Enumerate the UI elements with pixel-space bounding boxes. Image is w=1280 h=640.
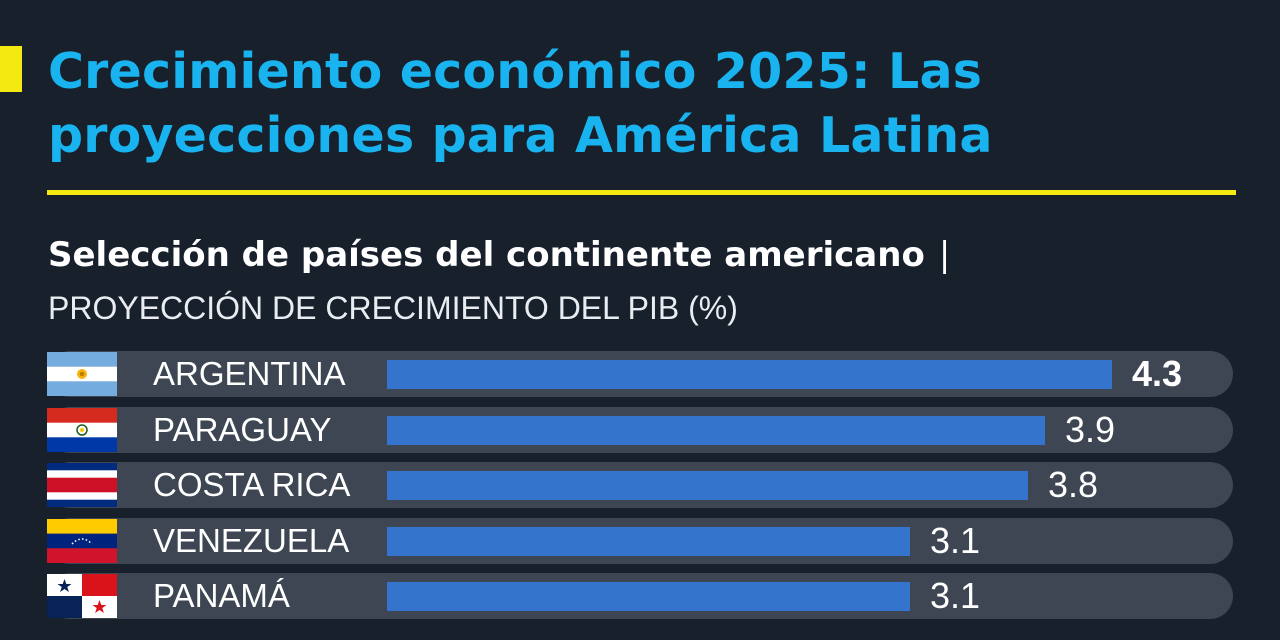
bar-row: VENEZUELA 3.1 [47, 517, 1233, 564]
country-label: VENEZUELA [153, 521, 350, 559]
country-label: PANAMÁ [153, 577, 290, 614]
unit-label: PROYECCIÓN DE CRECIMIENTO DEL PIB (%) [48, 290, 738, 326]
venezuela-flag-icon [47, 518, 117, 563]
chart-title: Crecimiento económico 2025: Las proyecci… [48, 43, 993, 164]
bar-row: COSTA RICA 3.8 [47, 462, 1233, 508]
argentina-flag-icon [47, 352, 117, 396]
value-label: 3.1 [930, 519, 981, 561]
country-label: PARAGUAY [153, 410, 332, 448]
subtitle-separator: | [938, 235, 951, 275]
chart-subtitle: Selección de países del continente ameri… [48, 230, 950, 280]
country-label: COSTA RICA [153, 466, 351, 503]
panama-flag-icon [47, 574, 117, 618]
bar [387, 471, 1028, 500]
bar [387, 360, 1112, 389]
bar [387, 582, 910, 611]
title-divider [47, 190, 1236, 195]
paraguay-flag-icon [47, 407, 117, 452]
costa-rica-flag-icon [47, 463, 117, 507]
country-label: ARGENTINA [153, 355, 346, 392]
value-label: 3.1 [930, 575, 981, 616]
value-label: 4.3 [1132, 353, 1183, 394]
bar-row: ARGENTINA 4.3 [47, 351, 1233, 397]
accent-mark [0, 46, 22, 92]
value-label: 3.8 [1048, 464, 1099, 505]
subtitle-text: Selección de países del continente ameri… [48, 235, 925, 275]
bar [387, 526, 910, 556]
bar [387, 415, 1045, 445]
bar-row: PANAMÁ 3.1 [47, 573, 1233, 619]
bar-row: PARAGUAY 3.9 [47, 406, 1233, 453]
value-label: 3.9 [1065, 408, 1116, 450]
